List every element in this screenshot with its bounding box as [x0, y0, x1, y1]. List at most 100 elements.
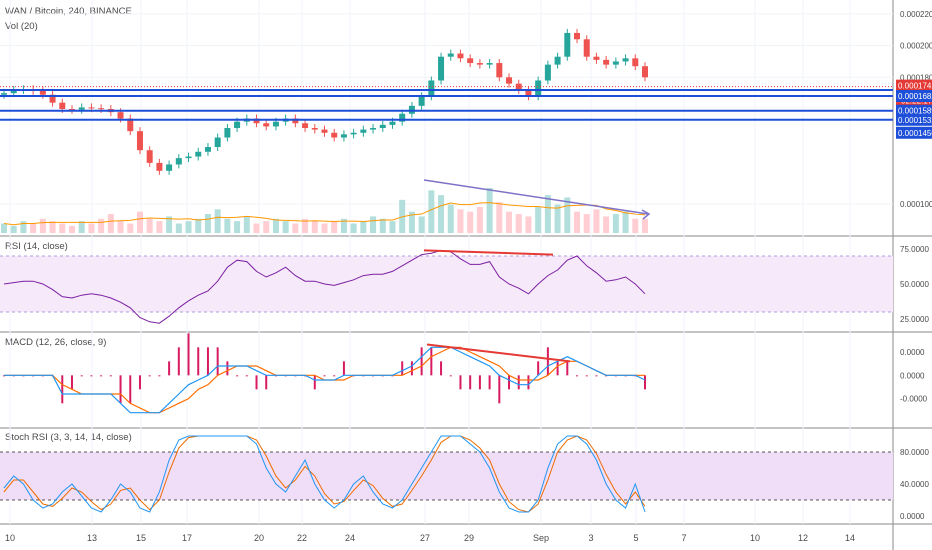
volume-bar [302, 218, 309, 233]
candle-body [515, 83, 522, 90]
macd-line [4, 346, 646, 414]
macd-histogram-bar [537, 361, 540, 376]
volume-bar [408, 211, 415, 233]
macd-histogram-bar [420, 347, 423, 376]
candle-body [263, 123, 270, 127]
macd-histogram-bar [158, 375, 161, 377]
macd-histogram-bar [138, 375, 141, 390]
time-axis-label: 10 [5, 533, 15, 543]
rsi-axis-label: 50.0000 [900, 280, 929, 289]
stoch-axis-label: 0.0000 [900, 512, 925, 521]
candle-body [603, 59, 610, 65]
volume-bar [554, 204, 561, 233]
stoch-band [0, 452, 893, 500]
volume-bar [486, 188, 493, 233]
macd-histogram-bar [61, 375, 64, 404]
candle-body [68, 109, 75, 110]
macd-histogram-bar [255, 375, 258, 390]
candle-body [486, 63, 493, 65]
time-axis-label: 22 [297, 533, 307, 543]
volume-bar [195, 218, 202, 233]
volume-bar [622, 211, 629, 233]
macd-histogram-bar [206, 347, 209, 376]
candle-body [292, 118, 299, 124]
level-tag-label: 0.0001589 [898, 107, 932, 116]
candle-body [467, 58, 474, 64]
volume-bar [107, 214, 114, 233]
candle-body [302, 123, 309, 129]
candle-body [156, 162, 163, 171]
volume-bar [204, 214, 211, 233]
stoch-title: Stoch RSI (3, 3, 14, 14, close) [5, 432, 132, 443]
macd-histogram-bar [313, 375, 316, 390]
macd-title: MACD (12, 26, close, 9) [5, 337, 107, 348]
macd-histogram-bar [585, 375, 588, 377]
candle-body [496, 63, 503, 78]
level-tag-label: 0.0001450 [898, 129, 932, 138]
volume-bar [20, 221, 27, 233]
volume-bar [370, 216, 377, 233]
macd-histogram-bar [333, 375, 336, 377]
macd-divergence-line [426, 343, 571, 363]
last-price-tag [896, 79, 932, 92]
candle-body [506, 77, 513, 84]
macd-axis-label: -0.0000 [900, 395, 928, 404]
macd-histogram-bar [70, 375, 73, 390]
macd-histogram-bar [546, 347, 549, 376]
candle-body [185, 156, 192, 159]
volume-bar [272, 218, 279, 233]
volume-title: Vol (20) [5, 21, 38, 32]
candle-body [632, 58, 639, 67]
volume-bar [311, 221, 318, 233]
volume-bar [447, 204, 454, 233]
macd-histogram-bar [245, 375, 248, 377]
volume-bar [476, 206, 483, 233]
time-axis-label: 7 [681, 533, 686, 543]
stoch-axis-label: 80.0000 [900, 448, 929, 457]
macd-histogram-bar [401, 361, 404, 376]
volume-bar [360, 221, 367, 233]
candle-body [214, 137, 221, 148]
rsi-axis-label: 75.0000 [900, 245, 929, 254]
volume-bar [515, 214, 522, 233]
candle-body [544, 64, 551, 81]
macd-histogram-bar [177, 347, 180, 376]
time-axis-label: Sep [533, 533, 549, 543]
candle-body [447, 53, 454, 57]
chart-title: WAN / Bitcoin, 240, BINANCE [5, 6, 132, 17]
volume-bar [166, 216, 173, 233]
candle-body [272, 121, 279, 127]
volume-ma-line [3, 202, 646, 226]
time-axis-label: 20 [254, 533, 264, 543]
time-axis-label: 17 [182, 533, 192, 543]
time-axis-label: 10 [750, 533, 760, 543]
volume-bar [632, 218, 639, 233]
volume-bar [438, 195, 445, 233]
candle-body [457, 53, 464, 59]
candle-body [136, 131, 143, 151]
volume-bar [331, 221, 338, 233]
macd-histogram-bar [226, 361, 229, 376]
candle-body [88, 107, 95, 109]
volume-bar [253, 223, 260, 233]
volume-bar [496, 202, 503, 233]
stoch-k-line [3, 435, 646, 513]
candle-body [1, 93, 7, 95]
volume-bar [564, 197, 571, 233]
volume-bar [350, 223, 357, 233]
macd-histogram-bar [508, 375, 511, 390]
volume-bar [612, 214, 619, 233]
volume-bar [10, 225, 17, 233]
volume-bar [574, 211, 581, 233]
stoch-d-line [3, 435, 646, 513]
volume-bar [224, 218, 231, 233]
macd-histogram-bar [323, 375, 326, 377]
macd-histogram-bar [90, 375, 93, 377]
volume-bar [603, 216, 610, 233]
volume-bar [525, 216, 532, 233]
rsi-title: RSI (14, close) [5, 241, 68, 252]
candle-body [574, 32, 581, 40]
candle-body [535, 80, 542, 97]
